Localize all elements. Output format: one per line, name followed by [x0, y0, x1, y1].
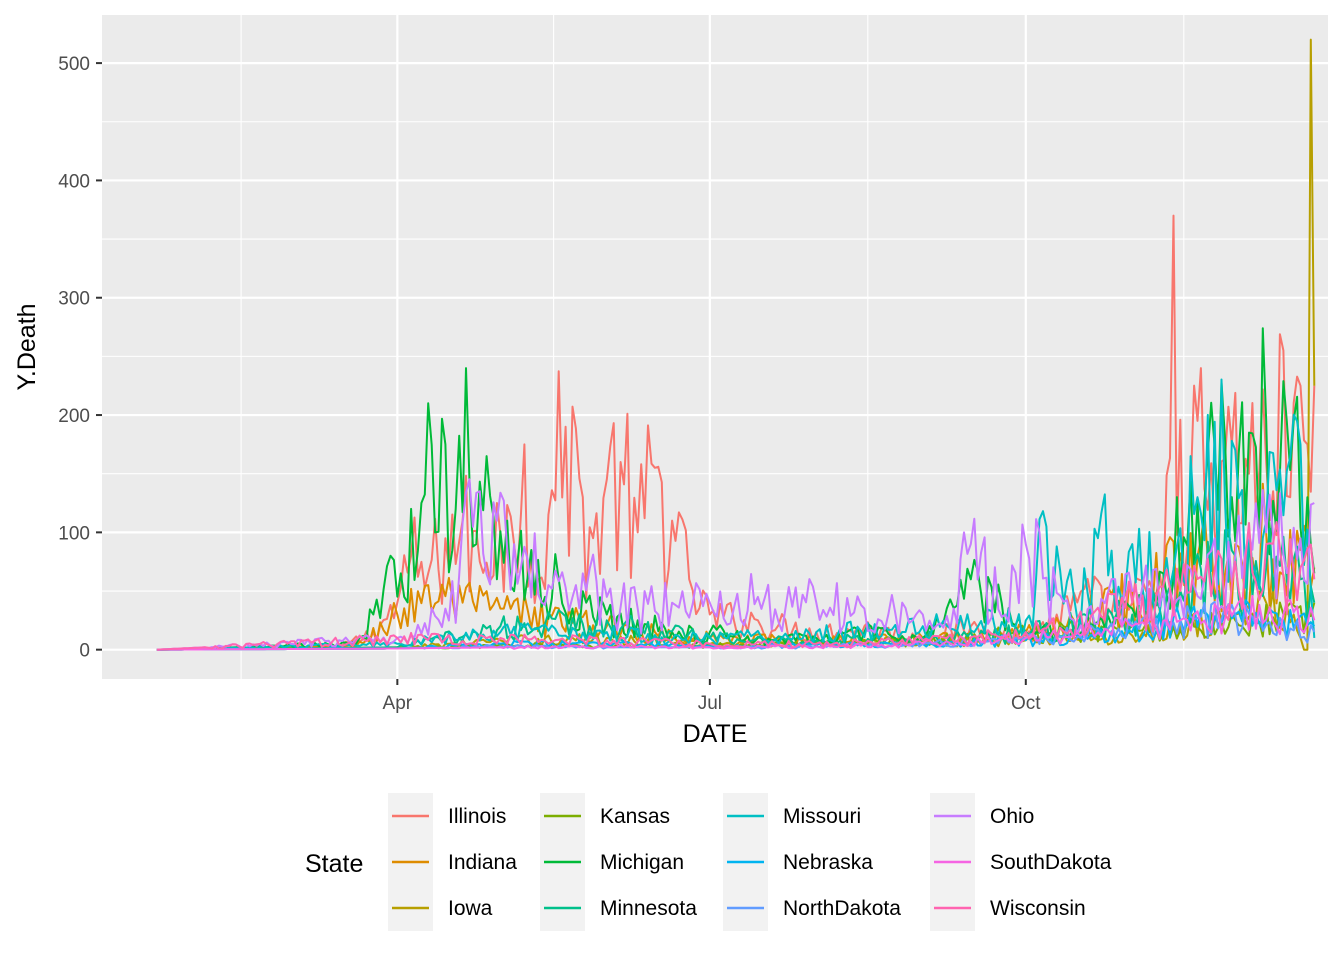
x-tick-label: Oct [1011, 693, 1041, 714]
plot-panel [102, 15, 1328, 679]
x-axis-title: DATE [683, 720, 748, 748]
legend-label: Minnesota [600, 897, 697, 920]
legend-label: Kansas [600, 805, 670, 828]
y-tick-label: 500 [58, 54, 90, 75]
legend-label: Iowa [448, 897, 493, 920]
x-axis: Apr Jul Oct [383, 679, 1041, 714]
y-tick-label: 300 [58, 289, 90, 310]
x-tick-label: Apr [383, 693, 413, 714]
legend-label: Nebraska [783, 851, 873, 874]
legend-label: Illinois [448, 805, 506, 828]
legend-label: Indiana [448, 851, 517, 874]
y-tick-label: 0 [79, 641, 90, 662]
legend-label: Ohio [990, 805, 1034, 828]
legend-label: Missouri [783, 805, 861, 828]
series-line-wisconsin [156, 521, 1316, 651]
y-tick-label: 100 [58, 523, 90, 544]
legend: State Illinois Indiana Iowa Kansas Michigan M… [305, 793, 1112, 931]
y-tick-label: 400 [58, 171, 90, 192]
legend-label: Michigan [600, 851, 684, 874]
series-line-southdakota [156, 594, 1316, 651]
legend-label: NorthDakota [783, 897, 901, 920]
legend-title: State [305, 850, 363, 878]
series-lines [156, 38, 1316, 651]
major-gridlines [102, 15, 1328, 679]
x-tick-label: Jul [698, 693, 722, 714]
y-tick-label: 200 [58, 406, 90, 427]
y-axis-title: Y.Death [13, 303, 41, 390]
legend-label: Wisconsin [990, 897, 1086, 920]
y-axis: 0 100 200 300 400 500 [58, 54, 102, 662]
legend-label: SouthDakota [990, 851, 1112, 874]
